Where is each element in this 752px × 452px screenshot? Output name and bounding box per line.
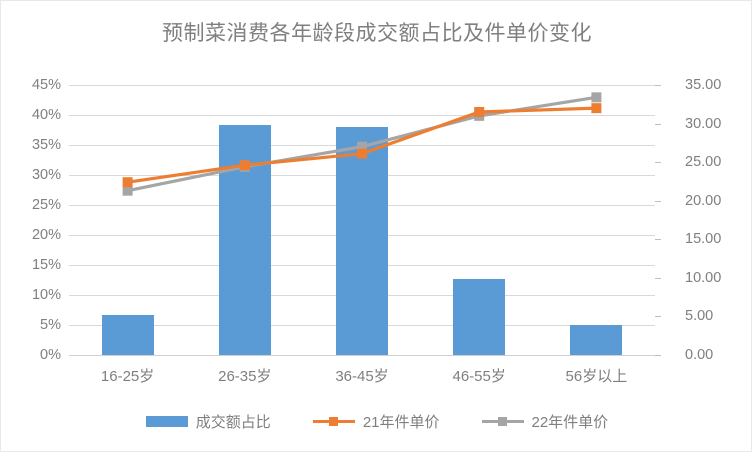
left-axis-tick-label: 0% — [40, 346, 61, 363]
left-axis-tick-label: 20% — [31, 226, 61, 243]
gridline — [69, 85, 655, 86]
legend-item-22年件单价[interactable]: 22年件单价 — [481, 411, 609, 432]
legend-line-marker-icon — [497, 417, 507, 426]
marker-22年件单价-56岁以上 — [591, 92, 602, 103]
category-axis-label: 46-55岁 — [452, 368, 506, 385]
marker-22年件单价-36-45岁 — [357, 141, 367, 152]
chart-legend: 成交额占比 21年件单价 22年件单价 — [1, 411, 752, 432]
right-axis-tick-label: 20.00 — [685, 192, 722, 209]
right-axis-tick-label: 5.00 — [685, 308, 714, 325]
right-axis-tick-label: 15.00 — [685, 231, 722, 248]
right-axis-tick-label: 10.00 — [685, 269, 722, 286]
marker-21年件单价-16-25岁 — [122, 177, 133, 188]
right-axis-tick-label: 25.00 — [685, 153, 722, 170]
right-axis-tick-label: 35.00 — [685, 76, 722, 93]
left-value-axis: 0% 5% 10% 15% 20% 25% 30% 35% 40% 45% — [9, 78, 61, 362]
left-axis-tick-label: 30% — [31, 166, 61, 183]
right-axis-tick-mark — [655, 123, 661, 125]
bar-16-25岁 — [101, 315, 154, 355]
bar-46-55岁 — [453, 279, 506, 355]
legend-line-marker-icon — [328, 417, 338, 426]
marker-21年件单价-46-55岁 — [474, 107, 485, 117]
legend-item-成交额占比[interactable]: 成交额占比 — [145, 411, 271, 432]
right-axis-tick-mark — [655, 162, 661, 164]
right-axis-tick-label: 30.00 — [685, 115, 722, 132]
marker-21年件单价-36-45岁 — [357, 148, 367, 159]
gridline — [69, 355, 655, 356]
left-axis-tick-label: 15% — [31, 256, 61, 273]
legend-bar-swatch-icon — [145, 416, 188, 427]
marker-22年件单价-16-25岁 — [122, 185, 133, 196]
category-axis: 16-25岁 26-35岁 36-45岁 46-55岁 56岁以上 — [69, 359, 655, 389]
legend-line-swatch-icon — [481, 416, 524, 427]
left-axis-tick-label: 45% — [31, 76, 61, 93]
line-series-layer — [122, 92, 602, 196]
marker-21年件单价-26-35岁 — [239, 160, 250, 171]
category-axis-label: 26-35岁 — [218, 368, 272, 385]
marker-21年件单价-56岁以上 — [591, 103, 602, 114]
legend-item-21年件单价[interactable]: 21年件单价 — [312, 411, 440, 432]
right-axis-tick-label: 0.00 — [685, 346, 714, 363]
chart-title: 预制菜消费各年龄段成交额占比及件单价变化 — [162, 22, 592, 45]
category-axis-label: 16-25岁 — [100, 368, 155, 385]
left-axis-tick-label: 5% — [40, 316, 61, 333]
category-axis-label: 56岁以上 — [565, 368, 628, 385]
left-axis-tick-label: 40% — [31, 106, 61, 123]
category-axis-label: 36-45岁 — [335, 368, 389, 385]
legend-line-swatch-icon — [312, 416, 355, 427]
right-axis-tick-mark — [655, 85, 661, 86]
right-axis-tick-mark — [655, 239, 661, 241]
right-value-axis: 0.00 5.00 10.00 15.00 20.00 25.00 30.00 35.00 — [655, 78, 745, 362]
left-axis-tick-label: 25% — [31, 196, 61, 213]
right-axis-tick-mark — [655, 200, 661, 202]
left-axis-tick-label: 35% — [31, 136, 61, 153]
bar-36-45岁 — [336, 127, 388, 355]
bar-56岁以上 — [570, 325, 623, 355]
plot-area — [69, 85, 655, 356]
gridline — [69, 115, 655, 116]
right-axis-tick-mark — [655, 355, 661, 356]
legend-label: 22年件单价 — [531, 414, 609, 431]
legend-label: 成交额占比 — [195, 414, 271, 431]
right-axis-tick-mark — [655, 316, 661, 318]
legend-label: 21年件单价 — [362, 414, 440, 431]
left-axis-tick-label: 10% — [31, 286, 61, 303]
right-axis-tick-mark — [655, 277, 661, 279]
